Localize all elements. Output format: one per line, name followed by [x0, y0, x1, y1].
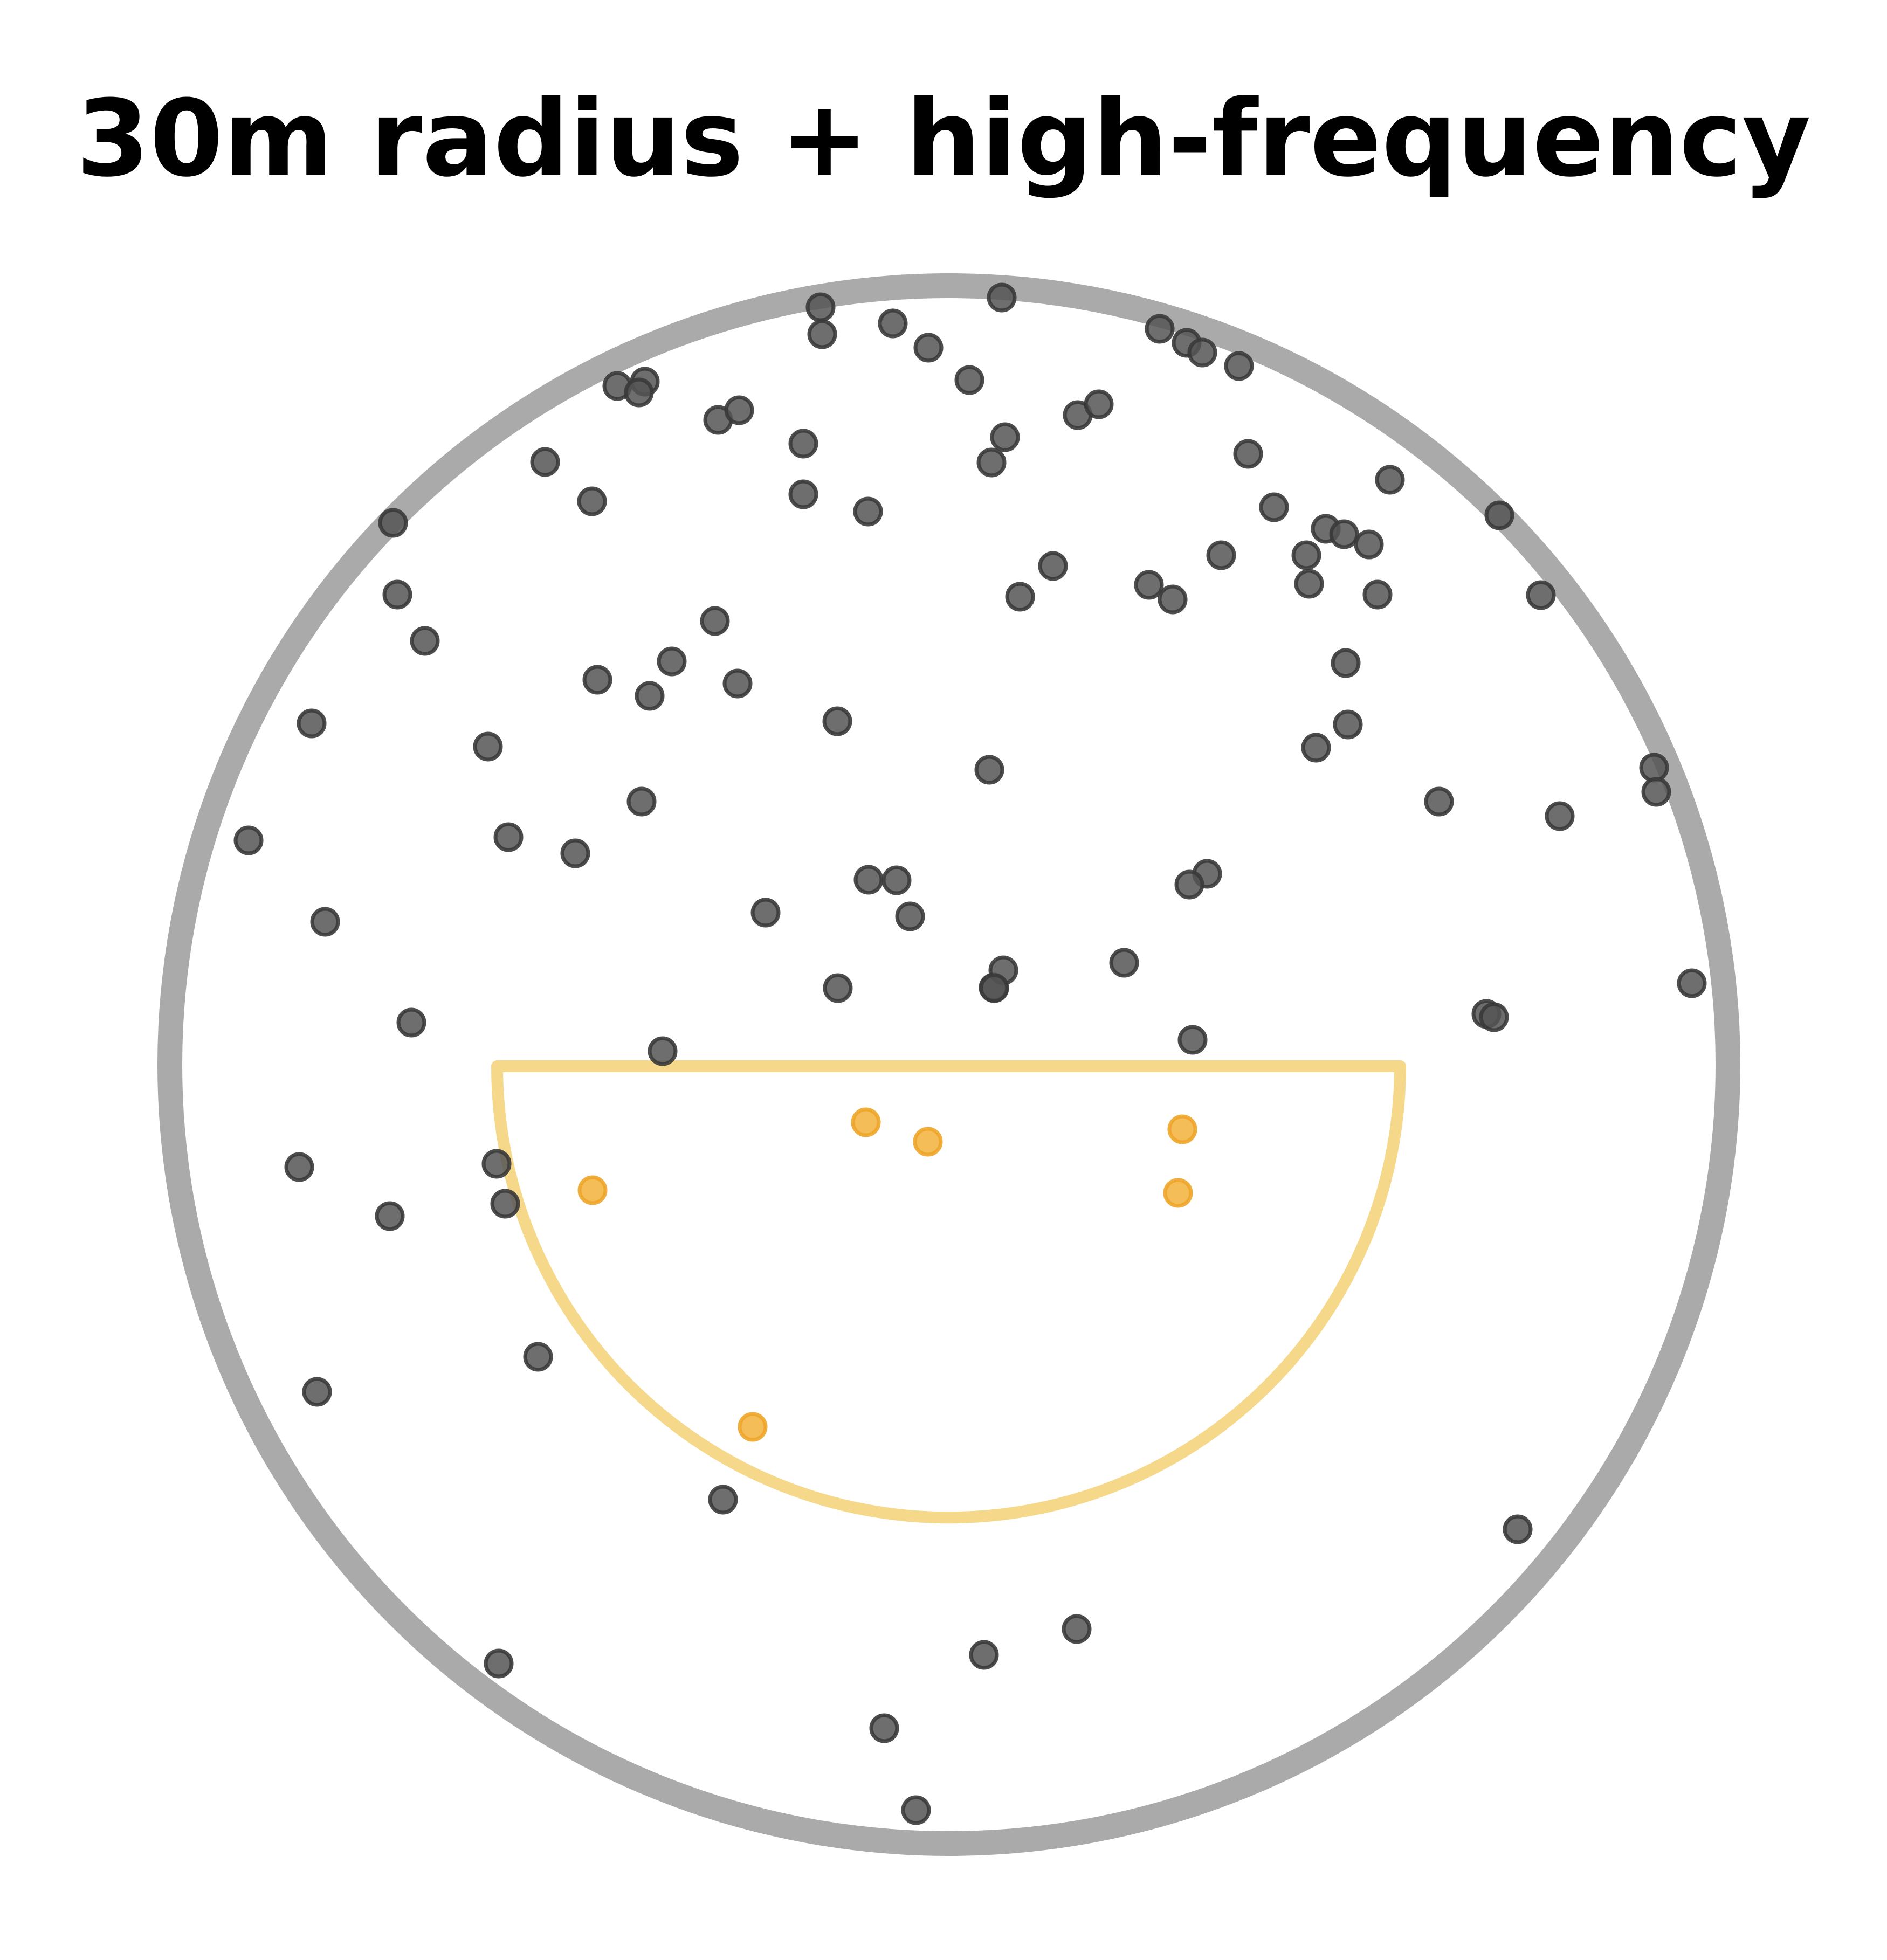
outside-point: [310, 907, 340, 937]
outside-point: [284, 1152, 314, 1182]
outside-point: [530, 447, 560, 477]
outside-point: [626, 786, 657, 817]
outer-radius-circle: [157, 273, 1740, 1856]
inside-point: [913, 1127, 943, 1157]
outside-point: [954, 365, 984, 395]
inside-point: [1167, 1114, 1197, 1144]
outside-point: [722, 668, 753, 699]
outside-point: [1354, 529, 1384, 560]
outside-point: [493, 822, 524, 852]
outside-point: [577, 486, 607, 516]
outside-point: [624, 377, 654, 408]
outside-point: [1005, 582, 1035, 612]
outside-point: [895, 901, 925, 931]
outside-point: [708, 1485, 738, 1515]
outside-point: [484, 1648, 514, 1679]
outside-point: [523, 1342, 553, 1372]
outside-point: [560, 838, 590, 868]
outside-point: [1333, 709, 1363, 740]
outside-point: [788, 429, 818, 459]
outside-point: [1301, 733, 1331, 763]
outside-point: [805, 292, 836, 322]
outside-point: [1291, 540, 1321, 570]
outside-point: [1294, 569, 1324, 599]
outside-point: [375, 1201, 405, 1231]
outside-point: [1503, 1514, 1533, 1544]
outside-point: [582, 665, 612, 695]
outside-point: [1677, 968, 1707, 998]
outside-point: [913, 333, 944, 363]
inside-point: [577, 1175, 608, 1205]
outside-point: [822, 706, 852, 736]
outside-point: [1526, 580, 1556, 610]
inside-point: [738, 1412, 768, 1442]
outside-point: [1062, 1614, 1092, 1644]
outside-point: [901, 1795, 931, 1825]
outside-point: [657, 646, 687, 677]
outside-point: [473, 731, 503, 762]
outside-point: [788, 479, 818, 509]
outside-point: [1331, 648, 1361, 678]
outside-point: [648, 1036, 678, 1066]
outside-point: [700, 606, 730, 636]
outside-point: [853, 865, 884, 895]
outside-point: [1038, 551, 1068, 581]
outside-point: [1224, 351, 1254, 381]
outside-point: [1641, 777, 1671, 807]
outside-point: [233, 825, 264, 855]
outside-point: [1484, 500, 1514, 530]
outside-point: [1206, 540, 1236, 570]
outside-point: [1639, 753, 1669, 783]
outside-point: [1134, 570, 1164, 600]
outside-point: [396, 1007, 426, 1038]
outside-point: [969, 1640, 999, 1670]
outside-point: [987, 282, 1017, 313]
outside-point: [1259, 492, 1289, 522]
outside-point: [878, 308, 908, 339]
outside-point: [410, 626, 440, 656]
outside-point: [1187, 337, 1217, 368]
figure-title: 30m radius + high-frequency: [76, 78, 1811, 201]
outside-point: [490, 1189, 520, 1219]
outside-point: [750, 898, 781, 928]
outside-point: [869, 1713, 899, 1743]
outside-point: [990, 422, 1020, 452]
outside-point: [382, 579, 412, 610]
outside-points-group: [233, 282, 1707, 1825]
outside-point: [1084, 389, 1114, 419]
inside-point: [851, 1107, 881, 1137]
outside-point: [853, 496, 883, 527]
outside-point: [1177, 1025, 1208, 1055]
inside-points-group: [577, 1107, 1197, 1442]
outside-point: [1362, 579, 1393, 610]
outside-point: [1545, 801, 1575, 831]
outside-point: [635, 681, 665, 711]
outside-point: [1329, 519, 1359, 549]
outside-point: [1145, 314, 1175, 344]
outside-point: [302, 1377, 332, 1407]
outside-point: [297, 708, 327, 739]
outside-point: [481, 1149, 512, 1179]
outside-point: [881, 865, 912, 895]
outside-point: [974, 755, 1004, 785]
inside-point: [1163, 1178, 1193, 1208]
outside-point: [1174, 869, 1204, 900]
outside-point: [1479, 1002, 1509, 1032]
outside-point: [378, 508, 408, 538]
outside-point: [1109, 948, 1139, 978]
outside-point: [979, 973, 1009, 1003]
outside-point: [807, 319, 837, 349]
outside-point: [1424, 786, 1454, 817]
outside-point: [1233, 439, 1263, 469]
outside-point: [1158, 584, 1188, 615]
outside-point: [724, 395, 754, 425]
outside-point: [1375, 465, 1405, 495]
half-disc-outline: [491, 1060, 1406, 1524]
outside-point: [976, 447, 1007, 478]
outside-point: [823, 973, 853, 1003]
